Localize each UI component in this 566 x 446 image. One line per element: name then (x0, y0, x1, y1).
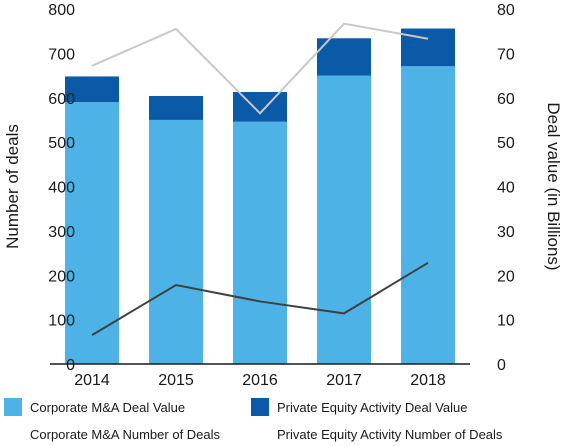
y-tick-label: 700 (48, 46, 75, 63)
y2-tick-label: 60 (497, 91, 515, 108)
y2-tick-label: 80 (497, 2, 515, 19)
x-tick-label: 2018 (410, 372, 446, 389)
legend-label-2: Corporate M&A Number of Deals (30, 427, 221, 442)
bar-1-2 (233, 91, 287, 122)
y-tick-label: 0 (66, 357, 75, 374)
y-tick-label: 800 (48, 2, 75, 19)
bar-0-1 (149, 119, 203, 364)
y-tick-label: 600 (48, 91, 75, 108)
legend-label-3: Private Equity Activity Number of Deals (277, 427, 503, 442)
y-axis-ticks: 0 100 200 300 400 500 600 700 800 (48, 2, 75, 374)
series-line-3 (91, 22, 429, 115)
legend-label-0: Corporate M&A Deal Value (30, 400, 185, 415)
bar-1-1 (149, 95, 203, 120)
bar-0-3 (317, 75, 371, 364)
y2-tick-label: 40 (497, 180, 515, 197)
y2-axis-ticks: 0 10 20 30 40 50 60 70 80 (497, 2, 515, 374)
y-tick-label: 300 (48, 224, 75, 241)
y-tick-label: 100 (48, 313, 75, 330)
x-tick-label: 2015 (158, 372, 194, 389)
bar-1-4 (401, 28, 455, 67)
y2-tick-label: 70 (497, 46, 515, 63)
legend-swatch-0 (4, 398, 22, 416)
legend-swatch-1 (251, 398, 269, 416)
y2-tick-label: 10 (497, 313, 515, 330)
bars-layer (65, 28, 455, 365)
bar-0-2 (233, 121, 287, 365)
lines-layer (91, 22, 429, 337)
y-tick-label: 500 (48, 135, 75, 152)
y-tick-label: 400 (48, 180, 75, 197)
bar-1-3 (317, 38, 371, 76)
y2-tick-label: 30 (497, 224, 515, 241)
x-tick-label: 2016 (242, 372, 278, 389)
y2-axis-title: Deal value (in Billions) (544, 102, 563, 270)
bar-1-0 (65, 76, 119, 103)
bar-0-4 (401, 66, 455, 365)
y-axis-title: Number of deals (3, 124, 22, 249)
x-tick-label: 2017 (326, 372, 362, 389)
x-tick-label: 2014 (74, 372, 110, 389)
series-line-2 (91, 261, 429, 337)
legend-label-1: Private Equity Activity Deal Value (277, 400, 468, 415)
legend: Corporate M&A Deal Value Private Equity A… (4, 398, 503, 442)
y2-tick-label: 20 (497, 268, 515, 285)
bar-0-0 (65, 102, 119, 364)
y2-tick-label: 50 (497, 135, 515, 152)
y2-tick-label: 0 (497, 357, 506, 374)
y-tick-label: 200 (48, 268, 75, 285)
x-axis-ticks: 2014 2015 2016 2017 2018 (74, 372, 446, 389)
